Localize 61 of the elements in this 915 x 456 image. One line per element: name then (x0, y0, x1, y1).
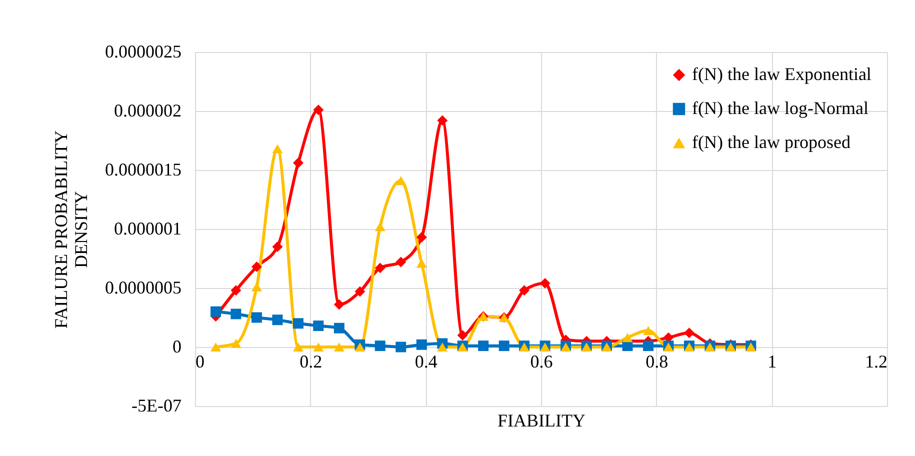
y-tick-label: 0.000001 (114, 218, 182, 238)
point (374, 222, 386, 232)
point (210, 306, 222, 317)
point (313, 320, 324, 332)
x-tick-label: 0.2 (300, 352, 322, 372)
point (643, 340, 654, 352)
point (251, 282, 262, 292)
point (540, 278, 550, 289)
x-tick-label: 0 (196, 352, 204, 372)
point (437, 342, 448, 352)
x-tick-label: 0.6 (530, 352, 553, 372)
y-tick-label: -5E-07 (132, 396, 182, 416)
point (334, 322, 344, 334)
point (416, 258, 427, 268)
point (251, 312, 262, 323)
point (396, 256, 406, 268)
point (643, 326, 654, 336)
x-axis-title: FIABILITY (498, 410, 586, 430)
point (354, 342, 366, 352)
y-tick-label: 0.0000015 (105, 160, 182, 180)
y-tick-label: 0 (172, 336, 182, 356)
point (354, 286, 366, 297)
point (230, 285, 242, 296)
point (396, 176, 406, 186)
point (292, 158, 304, 168)
point (478, 340, 489, 352)
point (272, 144, 283, 154)
point (292, 318, 304, 329)
x-tick-label: 0.8 (646, 352, 668, 372)
point (437, 115, 448, 126)
y-axis-title: FAILURE PROBABILITY DENSITY (51, 130, 91, 329)
point (416, 339, 427, 350)
y-tick-label: 0.000002 (114, 100, 182, 120)
point (498, 340, 510, 352)
point (684, 328, 694, 338)
point (374, 262, 386, 274)
x-tick-label: 1 (768, 352, 777, 372)
point (374, 340, 386, 352)
point (313, 104, 324, 116)
x-tick-label: 1.2 (865, 352, 888, 372)
point (334, 299, 344, 310)
point (519, 285, 530, 296)
y-tick-label: 0.0000005 (105, 278, 182, 298)
point (416, 232, 427, 243)
legend-label: f(N) the law log-Normal (692, 98, 868, 118)
y-tick-label: 0.0000025 (105, 42, 182, 62)
point (272, 241, 283, 252)
point (396, 342, 406, 352)
point (230, 308, 242, 320)
point (230, 338, 242, 348)
point (313, 342, 324, 352)
legend-label: f(N) the law proposed (692, 132, 850, 152)
legend-label: f(N) the law Exponential (692, 64, 872, 84)
point (272, 314, 283, 326)
point (457, 330, 468, 340)
point (622, 333, 633, 342)
point (334, 342, 344, 352)
point (292, 342, 304, 352)
point (251, 262, 262, 272)
point (210, 342, 222, 352)
x-tick-label: 0.4 (414, 352, 438, 372)
